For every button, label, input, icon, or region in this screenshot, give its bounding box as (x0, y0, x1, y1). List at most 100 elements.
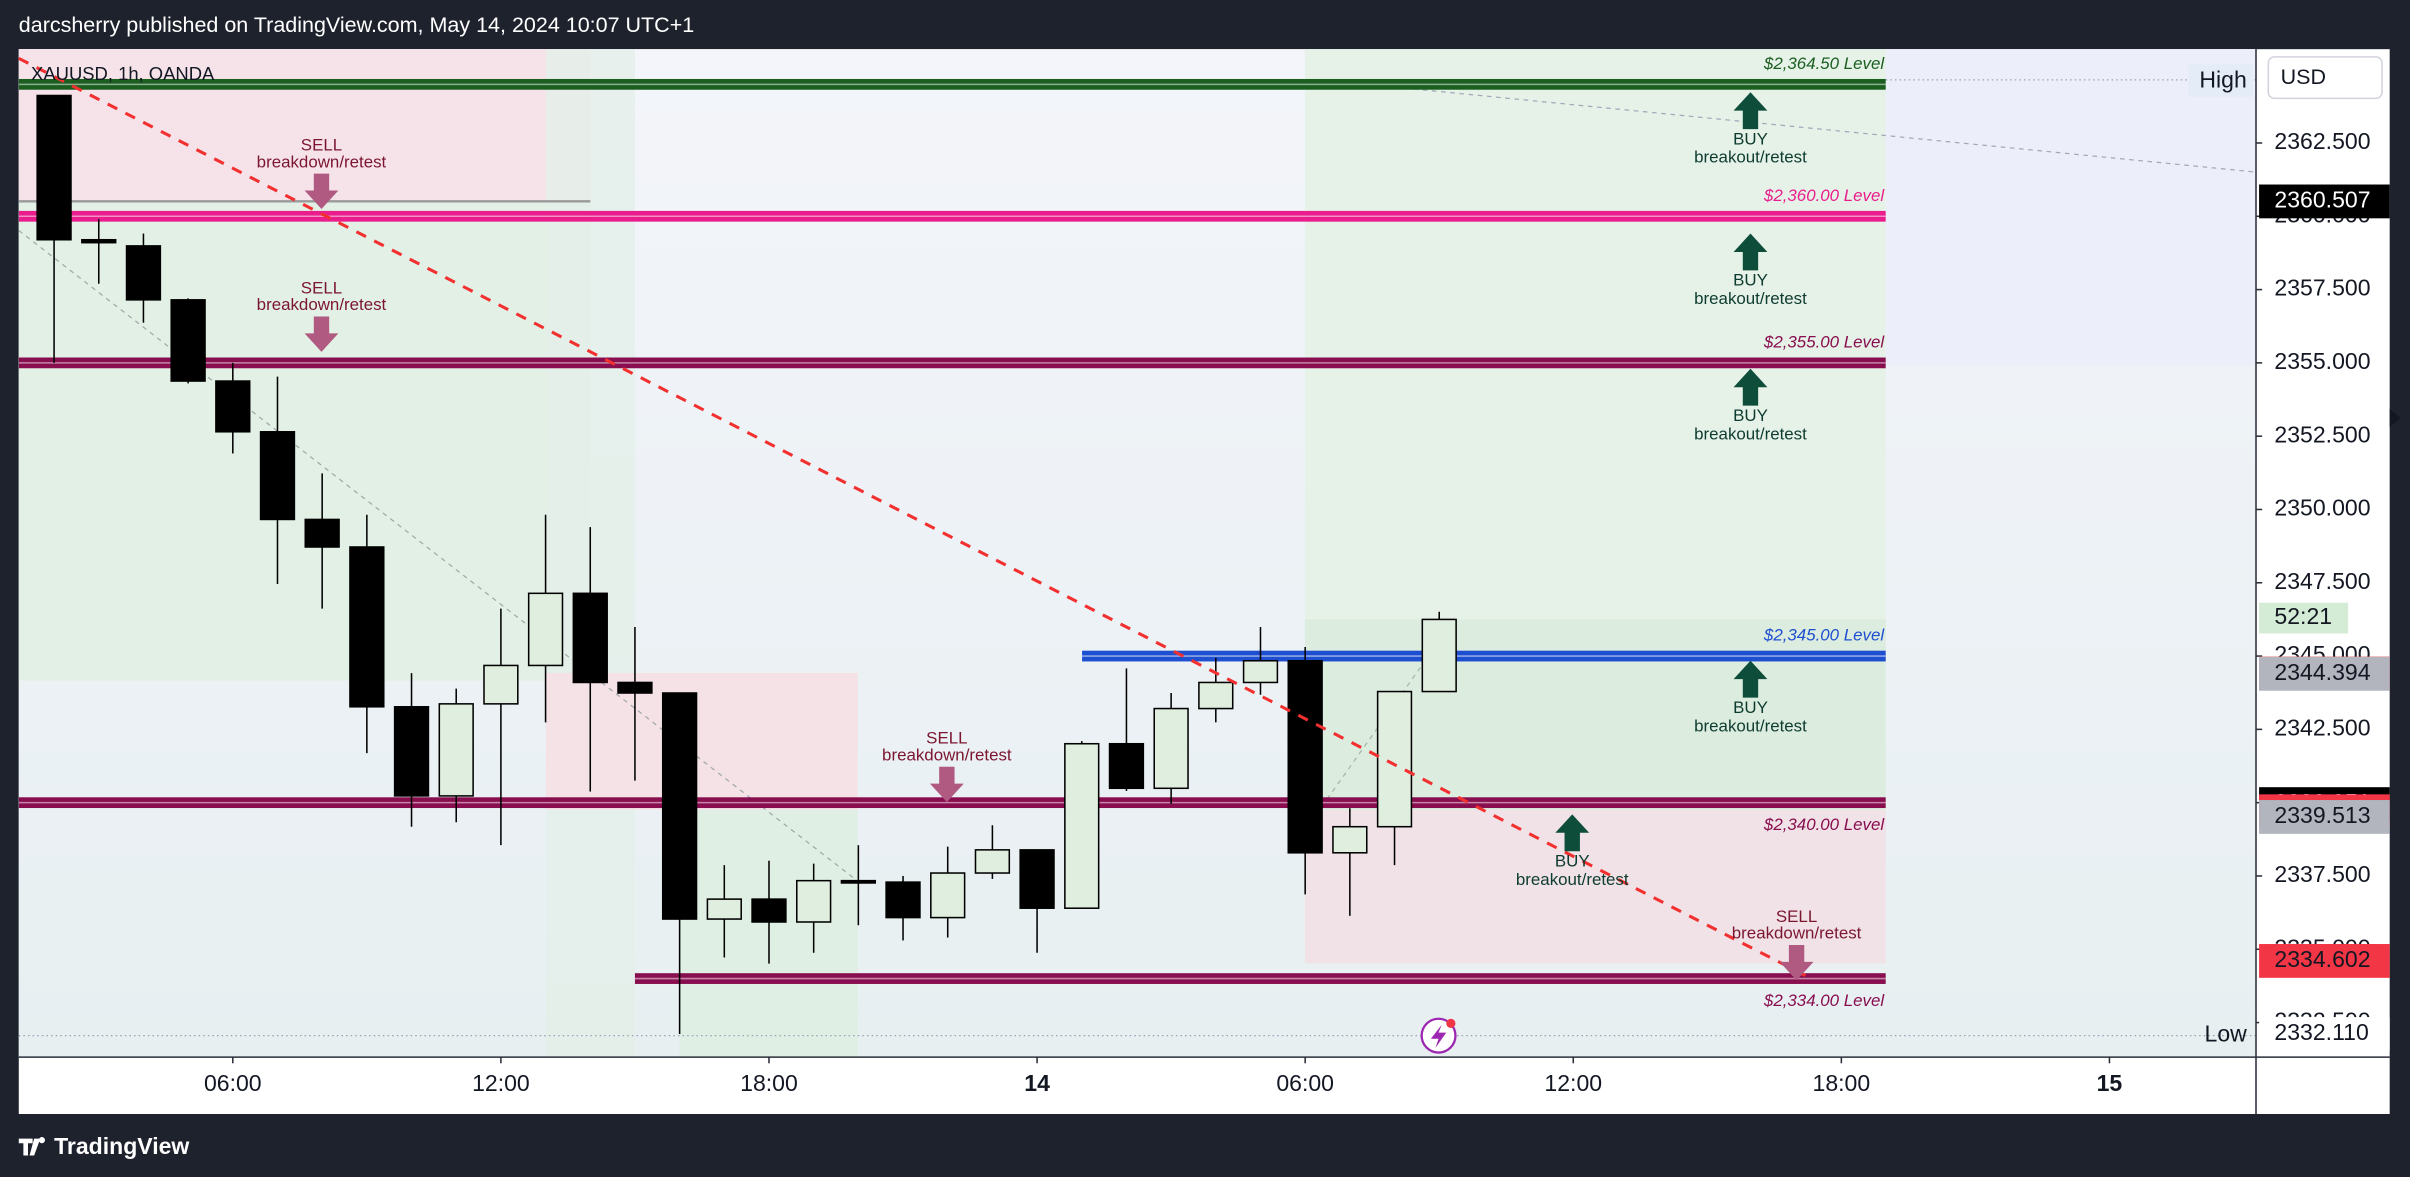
signal-type: BUY (1555, 851, 1590, 870)
buy-arrow (1733, 660, 1768, 698)
buy-arrow (1733, 233, 1768, 271)
candle-body (1198, 681, 1234, 710)
candle-body (885, 881, 921, 919)
zone (1304, 49, 1886, 620)
price-badge (2259, 656, 2390, 691)
level-label: $2,355.00 Level (1763, 332, 1885, 351)
buy-arrow (1733, 92, 1768, 130)
trend-line (18, 229, 862, 885)
y-tick-label: 2362.500 (2274, 128, 2370, 154)
signal-type: BUY (1733, 271, 1768, 290)
candle-body (259, 431, 296, 521)
candle-body (1064, 742, 1100, 909)
symbol: XAUUSD, 1h, OANDA (31, 63, 215, 84)
x-tick-label: 18:00 (740, 1070, 798, 1096)
zone (1304, 809, 1886, 964)
level-label: $2,340.00 Level (1763, 815, 1885, 834)
price-badge-label: 2339.513 (2274, 802, 2370, 828)
candle-body (930, 872, 966, 919)
price-badge (2259, 944, 2390, 978)
y-tick-label: 2337.500 (2274, 861, 2370, 887)
candle-body (1019, 849, 1055, 909)
price-badge-label: 2344.394 (2274, 659, 2370, 685)
zone (18, 49, 591, 202)
x-tick-label: 12:00 (472, 1070, 530, 1096)
candle-body (125, 245, 162, 301)
signal-text: breakdown/retest (882, 745, 1012, 764)
zone (1885, 49, 2257, 366)
signal-type: SELL (301, 278, 342, 297)
sell-arrow (929, 766, 964, 803)
y-tick-label: 2352.500 (2274, 421, 2370, 447)
signal-text: breakout/retest (1516, 870, 1629, 889)
candle-body (1153, 707, 1189, 790)
x-tick-label: 12:00 (1544, 1070, 1602, 1096)
candle-body (1287, 659, 1323, 854)
candle-body (438, 703, 474, 797)
buy-arrow (1733, 368, 1768, 406)
signal-text: breakout/retest (1694, 716, 1807, 735)
price-badge (2259, 1017, 2390, 1051)
price-badge-label: 2334.602 (2274, 946, 2370, 972)
zone (18, 201, 591, 681)
candle-body (661, 692, 698, 920)
high-badge (2188, 64, 2253, 97)
sell-arrow (304, 173, 339, 209)
x-tick-label: 14 (1024, 1070, 1050, 1096)
signal-text: breakout/retest (1694, 289, 1807, 308)
brand-logo (18, 1137, 45, 1156)
signal-text: breakdown/retest (257, 295, 387, 314)
price-badge-label: 2332.110 (2274, 1019, 2368, 1045)
currency-button[interactable] (2267, 56, 2383, 100)
high-label: High (2199, 67, 2246, 93)
y-tick-label: 2355.000 (2274, 348, 2370, 374)
candle-body (393, 706, 430, 797)
signal-text: breakout/retest (1694, 424, 1807, 443)
signal-type: BUY (1733, 406, 1768, 425)
y-tick-label: 2357.500 (2274, 275, 2370, 301)
candle-body (527, 592, 564, 667)
sell-arrow (1779, 944, 1814, 981)
scroll-marker[interactable] (2389, 408, 2401, 428)
signal-type: BUY (1733, 129, 1768, 148)
signal-type: SELL (301, 135, 342, 154)
currency[interactable]: USD (2281, 65, 2326, 89)
buy-arrow (1555, 814, 1590, 852)
x-tick-label: 06:00 (1276, 1070, 1334, 1096)
y-tick-label: 2342.500 (2274, 714, 2370, 740)
brand: TradingView (54, 1133, 189, 1159)
level-label: $2,360.00 Level (1763, 186, 1885, 205)
header-text: darcsherry published on TradingView.com,… (19, 13, 694, 37)
candle-body (1332, 825, 1368, 854)
candle-body (1242, 659, 1279, 684)
candle-body (483, 664, 519, 705)
x-tick-label: 18:00 (1813, 1070, 1871, 1096)
level-label: $2,345.00 Level (1763, 626, 1885, 645)
candle-body (572, 592, 608, 684)
candle-body (706, 898, 742, 920)
signal-type: SELL (926, 729, 967, 748)
candle-body (170, 299, 206, 382)
candle-body (304, 518, 340, 548)
candle-body (617, 681, 653, 694)
candle-body (1376, 690, 1413, 828)
price-badge (2259, 800, 2390, 834)
zone (545, 673, 858, 810)
signal-text: breakdown/retest (257, 152, 387, 171)
low-label: Low (2205, 1021, 2248, 1047)
level-label: $2,364.50 Level (1763, 54, 1885, 73)
countdown: 52:21 (2274, 603, 2332, 629)
candle-body (1421, 618, 1457, 693)
red-trend-line (18, 57, 1807, 978)
candle-body (1108, 742, 1145, 790)
event-icon-bolt (1430, 1024, 1447, 1048)
countdown-badge (2259, 602, 2349, 634)
signal-type: SELL (1776, 907, 1817, 926)
level-label: $2,334.00 Level (1763, 991, 1885, 1010)
candle-body (215, 380, 251, 433)
event-dot (1446, 1018, 1456, 1028)
signal-type: BUY (1733, 698, 1768, 717)
candle-body (974, 849, 1011, 874)
